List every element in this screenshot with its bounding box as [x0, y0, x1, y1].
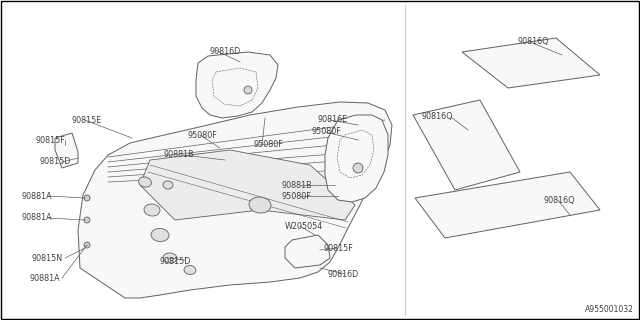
Text: 90816Q: 90816Q	[543, 196, 575, 205]
Circle shape	[84, 195, 90, 201]
Text: 90816Q: 90816Q	[518, 37, 550, 46]
Text: 90816D: 90816D	[210, 47, 241, 56]
Polygon shape	[78, 102, 392, 298]
Text: 90816E: 90816E	[318, 115, 348, 124]
Polygon shape	[285, 235, 330, 268]
Text: 90815D: 90815D	[160, 257, 191, 266]
Text: 90881B: 90881B	[163, 150, 194, 159]
Text: A955001032: A955001032	[585, 305, 634, 314]
Ellipse shape	[144, 204, 160, 216]
Polygon shape	[55, 133, 78, 168]
Text: 90815D: 90815D	[40, 157, 72, 166]
Ellipse shape	[151, 228, 169, 242]
Text: 95080F: 95080F	[282, 192, 312, 201]
Polygon shape	[415, 172, 600, 238]
Polygon shape	[140, 150, 355, 220]
Ellipse shape	[139, 177, 152, 187]
Text: 95080F: 95080F	[253, 140, 283, 149]
Polygon shape	[462, 38, 600, 88]
Text: 90816D: 90816D	[328, 270, 359, 279]
Polygon shape	[413, 100, 520, 190]
Text: 90881A: 90881A	[30, 274, 61, 283]
Text: 90881A: 90881A	[22, 192, 52, 201]
Text: 90815F: 90815F	[36, 136, 66, 145]
Text: 90881B: 90881B	[282, 181, 312, 190]
Polygon shape	[196, 52, 278, 118]
Ellipse shape	[184, 266, 196, 275]
Circle shape	[244, 86, 252, 94]
Text: 90815E: 90815E	[72, 116, 102, 125]
Ellipse shape	[163, 181, 173, 189]
Ellipse shape	[249, 197, 271, 213]
Text: 90815N: 90815N	[32, 254, 63, 263]
Text: W205054: W205054	[285, 222, 323, 231]
Text: 90816Q: 90816Q	[421, 112, 452, 121]
Circle shape	[84, 217, 90, 223]
Circle shape	[84, 242, 90, 248]
Text: 95080F: 95080F	[311, 127, 340, 136]
Text: 90881A: 90881A	[22, 213, 52, 222]
Text: 95080F: 95080F	[188, 131, 218, 140]
Ellipse shape	[163, 253, 177, 263]
Polygon shape	[325, 115, 388, 202]
Circle shape	[353, 163, 363, 173]
Text: 90815F: 90815F	[323, 244, 353, 253]
